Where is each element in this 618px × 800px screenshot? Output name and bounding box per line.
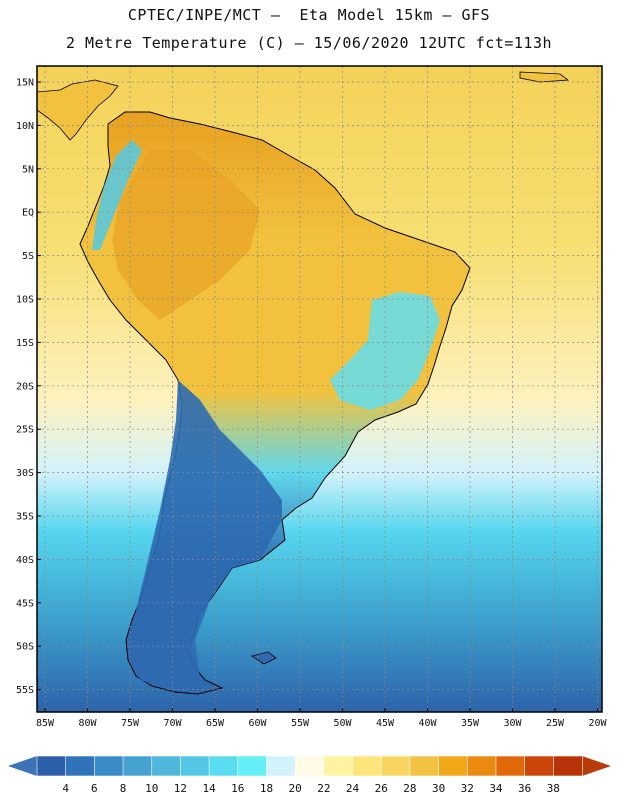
lat-label: 25S	[16, 425, 34, 436]
lon-label: 50W	[333, 718, 352, 729]
graticule	[37, 66, 602, 712]
colorbar-label: 20	[289, 782, 302, 795]
colorbar-cell	[466, 755, 497, 777]
central-america-landmass	[37, 79, 119, 141]
colorbar-cell	[524, 755, 555, 777]
lon-label: 45W	[376, 718, 395, 729]
longitude-labels: 85W 80W 75W 70W 65W 60W 55W 50W 45W 40W 35W 30W 25W 2…	[36, 708, 608, 729]
colorbar-cells	[36, 755, 583, 777]
southern-cone-cold-zone	[128, 380, 282, 690]
colorbar-label: 36	[518, 782, 531, 795]
colorbar-label: 16	[231, 782, 244, 795]
lon-label: 70W	[163, 718, 182, 729]
colorbar-cell	[151, 755, 182, 777]
lon-label: 55W	[291, 718, 310, 729]
map-frame	[36, 65, 603, 713]
lon-label: 60W	[248, 718, 267, 729]
colorbar-above-arrow	[582, 756, 611, 776]
colorbar-cell	[553, 755, 583, 777]
colorbar-cell	[352, 755, 383, 777]
map-title-line-2: 2 Metre Temperature (C) – 15/06/2020 12U…	[65, 34, 553, 52]
lat-label: 10S	[16, 295, 34, 306]
colorbar-label: 26	[375, 782, 388, 795]
colorbar-label: 12	[174, 782, 187, 795]
andes-cool-zone	[92, 140, 142, 250]
colorbar-cell	[208, 755, 239, 777]
lat-label: 5N	[22, 164, 34, 175]
latitude-labels: 15N 10N 5N EQ 5S 10S 15S 20S 25S 30S 35S 40S 45S 50S 5…	[16, 78, 41, 696]
colorbar-label: 38	[547, 782, 560, 795]
lon-label: 40W	[418, 718, 437, 729]
colorbar-cell	[266, 755, 296, 777]
colorbar-label: 18	[260, 782, 273, 795]
lat-label: 50S	[16, 642, 34, 653]
lon-label: 75W	[121, 718, 140, 729]
lat-label: 5S	[22, 251, 34, 262]
colorbar-below-arrow	[8, 756, 37, 776]
lat-label: 40S	[16, 555, 34, 566]
colorbar-label: 30	[432, 782, 445, 795]
lon-label: 25W	[546, 718, 565, 729]
colorbar-cell	[94, 755, 124, 777]
colorbar-cell	[36, 755, 67, 777]
lon-label: 35W	[461, 718, 480, 729]
colorbar-cell	[495, 755, 526, 777]
lat-label: EQ	[22, 208, 34, 219]
colorbar-cell	[65, 755, 96, 777]
lat-label: 45S	[16, 598, 34, 609]
caribbean-islands	[519, 71, 570, 83]
colorbar-label: 34	[489, 782, 503, 795]
colorbar-cell	[438, 755, 469, 777]
lat-label: 10N	[16, 121, 34, 132]
falkland-islands	[251, 651, 277, 665]
lon-label: 30W	[503, 718, 522, 729]
lat-label: 35S	[16, 512, 34, 523]
colorbar-label: 24	[346, 782, 360, 795]
map-title-line-1: CPTEC/INPE/MCT – Eta Model 15km – GFS	[127, 6, 491, 24]
colorbar-cell	[323, 755, 354, 777]
lat-label: 15N	[16, 78, 34, 89]
lon-label: 85W	[36, 718, 55, 729]
hot-interior-zone	[112, 150, 260, 320]
colorbar-cell	[237, 755, 268, 777]
colorbar-cell	[294, 755, 325, 777]
colorbar-label: 32	[461, 782, 474, 795]
lat-label: 15S	[16, 338, 34, 349]
lon-label: 65W	[206, 718, 225, 729]
temperature-map: 15N 10N 5N EQ 5S 10S 15S 20S 25S 30S 35S 40S 45S 50S 5…	[16, 65, 608, 729]
lat-label: 20S	[16, 381, 34, 392]
colorbar-cell	[380, 755, 411, 777]
lat-label: 55S	[16, 685, 34, 696]
colorbar-cell	[122, 755, 153, 777]
colorbar-label: 14	[202, 782, 216, 795]
colorbar-labels: 4 6 8 10 12 14 16 18 20 22 24 26 28 30 32 34 36 38	[62, 782, 560, 795]
colorbar-label: 4	[62, 782, 69, 795]
colorbar-label: 28	[403, 782, 416, 795]
colorbar-label: 22	[317, 782, 330, 795]
colorbar-label: 10	[145, 782, 158, 795]
colorbar-label: 6	[91, 782, 98, 795]
colorbar-cell	[180, 755, 210, 777]
lon-label: 80W	[78, 718, 97, 729]
colorbar-legend: 4 6 8 10 12 14 16 18 20 22 24 26 28 30 32 34 36 38	[8, 755, 611, 795]
lat-label: 30S	[16, 468, 34, 479]
colorbar-label: 8	[120, 782, 127, 795]
lon-label: 20W	[588, 718, 607, 729]
colorbar-cell	[409, 755, 440, 777]
